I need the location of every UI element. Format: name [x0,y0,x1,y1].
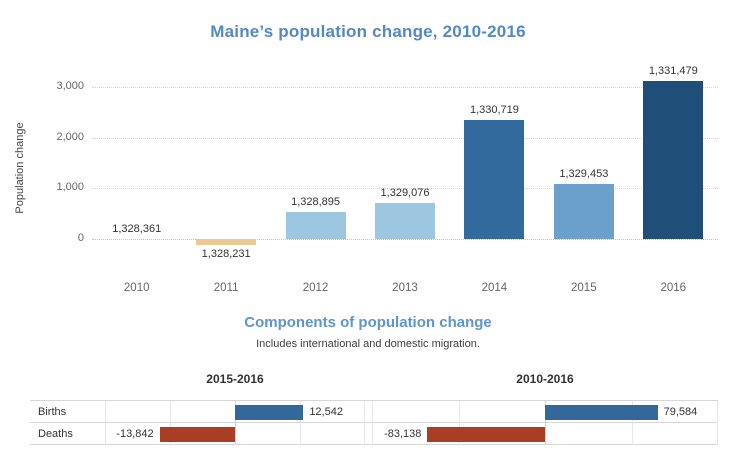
panel-gridline [458,401,460,445]
y-tick-label: 1,000 [56,181,84,194]
panel-header-2010-2016: 2010-2016 [516,372,574,386]
bar-value-label: 1,329,453 [559,167,609,180]
panel-gridline [105,401,106,445]
x-tick-label: 2015 [571,282,597,294]
bar-value-label: 79,584 [663,406,698,418]
panel-gridline [364,401,365,445]
y-tick-label: 0 [77,231,84,244]
bar-value-label: 1,328,895 [291,195,341,208]
x-tick-label: 2012 [302,282,329,294]
y-axis-title-wrap: Population change [12,62,28,274]
bar-value-label: 1,330,719 [469,103,519,116]
components-table: Births Deaths 12,542 -13,842 79,584 -83,13… [30,400,718,446]
panel-gridline [717,401,718,445]
panel-2010-2016: 79,584 -83,138 [372,401,718,445]
panel-gridline [300,401,301,445]
panel-gridline [631,401,633,445]
gridline [92,188,718,190]
bar-births [235,404,304,420]
bar-2016 [643,81,704,239]
y-axis-title: Population change [14,122,26,214]
table-row-divider [30,422,718,423]
table-border-bottom [30,444,718,445]
x-axis-labels: 2010 2011 2012 2013 2014 2015 2016 [92,282,718,294]
gridline [92,87,718,89]
panel-gridline [372,401,373,445]
x-tick-label: 2011 [213,282,239,294]
components-section-title: Components of population change [244,314,492,331]
components-section-subtitle: Includes international and domestic migr… [256,338,480,350]
row-label-deaths: Deaths [38,428,73,440]
bar-value-label: 1,328,231 [201,248,251,261]
chart-title: Maine’s population change, 2010-2016 [210,22,526,41]
panel-header-2015-2016: 2015-2016 [206,372,264,386]
bar-value-label: 12,542 [309,406,343,418]
bar-value-label: 1,328,361 [112,222,162,235]
x-tick-label: 2016 [660,282,687,294]
row-label-births: Births [38,406,67,418]
bar-2012 [285,211,346,239]
gridline [92,137,718,139]
bar-2011 [196,238,257,246]
panel-gridline [235,401,236,445]
bar-value-label: -83,138 [384,428,422,440]
bar-births [545,404,658,420]
panel-2015-2016: 12,542 -13,842 [105,401,365,445]
gridline [92,238,718,240]
panel-gridline [545,401,546,445]
bar-2014 [464,119,525,239]
bar-value-label: 1,329,076 [380,186,430,199]
row-labels: Births Deaths [30,401,105,445]
panel-gridline [170,401,171,445]
table-border-top [30,400,718,401]
y-tick-label: 3,000 [56,80,84,93]
y-tick-label: 2,000 [56,130,84,143]
x-tick-label: 2010 [123,282,150,294]
bar-2015 [553,183,614,239]
x-tick-label: 2014 [481,282,508,294]
x-tick-label: 2013 [392,282,418,294]
population-bar-chart: 1,328,361 1,328,231 1,328,895 1,329,076 1,33… [92,62,718,274]
bar-value-label: 1,331,479 [648,65,698,78]
bar-2013 [375,202,435,239]
y-axis-ticks: 0 1,000 2,000 3,000 [30,62,84,274]
bar-deaths [427,426,545,442]
bar-value-label: -13,842 [116,428,154,440]
bar-deaths [159,426,235,442]
